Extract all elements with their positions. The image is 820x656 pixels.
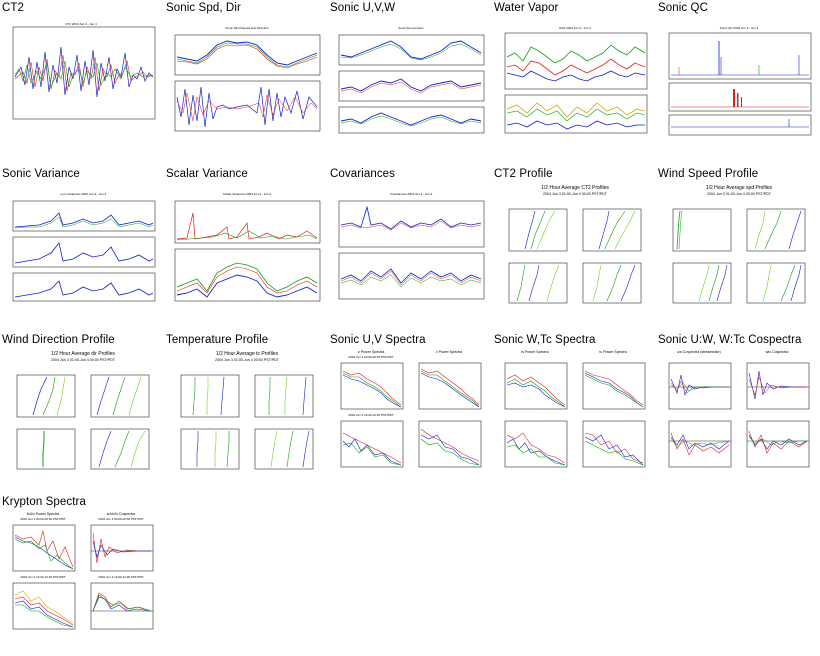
- caption-u-spectra: u Power Spectra: [358, 350, 385, 354]
- panel-title[interactable]: Sonic W,Tc Spectra: [494, 334, 596, 346]
- svg-text:Scalar Variances 2004 Jun 3 -: Scalar Variances 2004 Jun 3 - Jun 4: [223, 192, 271, 196]
- panel-title[interactable]: Sonic QC: [658, 2, 709, 14]
- svg-text:Covariances 2004 Jun 3 - Jun 4: Covariances 2004 Jun 3 - Jun 4: [390, 192, 433, 196]
- panel-covariances[interactable]: Covariances Covariances 2004 Jun 3 - Jun…: [328, 166, 488, 326]
- panel-water-vapor[interactable]: Water Vapor H2O 2004 Jun 3 - Jun 4: [492, 0, 652, 160]
- caption-time-day-2: 2004 Jun 3 12:00-12:30 PST/PDT: [98, 575, 143, 579]
- sonic-uvw-plot: Sonic Anemometer: [338, 26, 485, 134]
- caption-time-night-2: 2004 Jun 3 00:00-00:30 PST/PDT: [98, 517, 143, 521]
- panel-title[interactable]: Scalar Variance: [166, 168, 248, 180]
- sonic-variance-plot-thumbnail[interactable]: u,v,w Variances 2004 Jun 3 - Jun 4: [3, 183, 158, 313]
- caption-line-1: 1/2 Hour Average CT2 Profiles: [541, 185, 609, 191]
- scalar-variance-plot-thumbnail[interactable]: Scalar Variances 2004 Jun 3 - Jun 4: [167, 183, 322, 313]
- caption-w-spectra: w Power Spectra: [521, 350, 548, 354]
- caption-uw-cospectra: uw Cospectra (streamwise): [677, 350, 721, 354]
- caption-time-day: 2004 Jun 3 12:00-12:30 PST/PDT: [20, 575, 65, 579]
- panel-sonic-cospectra[interactable]: Sonic U:W, W:Tc Cospectra uw Cospectra (…: [656, 332, 816, 492]
- ct2-plot-thumbnail[interactable]: CT2 2004 Jun 3 - Jun 4: [3, 17, 158, 147]
- panel-title[interactable]: Sonic Variance: [2, 168, 80, 180]
- panel-wind-speed-profile[interactable]: Wind Speed Profile 1/2 Hour Average spd …: [656, 166, 816, 326]
- krypton-spectra-plot: kh2o Power Spectra w,kh2o Cospectra 2004…: [12, 512, 154, 630]
- caption-line-1: 1/2 Hour Average dir Profiles: [51, 351, 115, 357]
- panel-title[interactable]: Wind Speed Profile: [658, 168, 759, 180]
- sonic-qc-plot-thumbnail[interactable]: Sonic QC 2004 Jun 3 - Jun 4: [659, 17, 814, 147]
- panel-sonic-uv-spectra[interactable]: Sonic U,V Spectra u Power Spectra v Powe…: [328, 332, 488, 492]
- caption-line-2: 2004 Jun 3 01:00-Jun 4 00:00 PST/PDT: [51, 358, 116, 362]
- water-vapor-plot: H2O 2004 Jun 3 - Jun 4: [504, 26, 648, 134]
- sonic-qc-plot: Sonic QC 2004 Jun 3 - Jun 4: [668, 26, 812, 136]
- caption-time-day: 2004 Jun 3 12:00-12:30 PST/PDT: [348, 413, 393, 417]
- caption-line-1: 1/2 Hour Average spd Profiles: [706, 185, 773, 191]
- panel-title[interactable]: Sonic Spd, Dir: [166, 2, 241, 14]
- panel-title[interactable]: Water Vapor: [494, 2, 559, 14]
- panel-title[interactable]: Krypton Spectra: [2, 496, 86, 508]
- caption-wtc-cospectra: wtc Cospectra: [766, 350, 789, 354]
- caption-line-1: 1/2 Hour Average tc Profiles: [216, 351, 279, 357]
- panel-sonic-variance[interactable]: Sonic Variance u,v,w Variances 2004 Jun …: [0, 166, 160, 326]
- sonic-cospectra-plot-thumbnail[interactable]: uw Cospectra (streamwise) wtc Cospectra: [659, 349, 814, 479]
- temperature-profile-plot: 1/2 Hour Average tc Profiles 2004 Jun 3 …: [180, 351, 314, 470]
- sonic-variance-plot: u,v,w Variances 2004 Jun 3 - Jun 4: [12, 192, 156, 302]
- sonic-uv-spectra-plot-thumbnail[interactable]: u Power Spectra v Power Spectra 2004 Jun…: [331, 349, 486, 479]
- panel-title[interactable]: Temperature Profile: [166, 334, 269, 346]
- caption-time-night: 2004 Jun 3 00:00-00:30 PST/PDT: [348, 355, 393, 359]
- panel-sonic-uvw[interactable]: Sonic U,V,W Sonic Anemometer: [328, 0, 488, 160]
- sonic-spd-dir-plot: Sonic Wind Speed and Direction: [174, 26, 321, 132]
- svg-text:Sonic Wind Speed and Direction: Sonic Wind Speed and Direction: [225, 26, 269, 30]
- sonic-spd-dir-plot-thumbnail[interactable]: Sonic Wind Speed and Direction: [167, 17, 322, 147]
- panel-sonic-qc[interactable]: Sonic QC Sonic QC 2004 Jun 3 - Jun 4: [656, 0, 816, 160]
- ct2-time-series: CT2 2004 Jun 3 - Jun 4: [12, 22, 156, 120]
- panel-scalar-variance[interactable]: Scalar Variance Scalar Variances 2004 Ju…: [164, 166, 324, 326]
- panel-temperature-profile[interactable]: Temperature Profile 1/2 Hour Average tc …: [164, 332, 324, 492]
- sonic-cospectra-plot: uw Cospectra (streamwise) wtc Cospectra: [668, 350, 810, 468]
- panel-sonic-spd-dir[interactable]: Sonic Spd, Dir Sonic Wind Speed and Dire…: [164, 0, 324, 160]
- wind-speed-profile-plot: 1/2 Hour Average spd Profiles 2004 Jun 3…: [672, 185, 806, 304]
- temperature-profile-plot-thumbnail[interactable]: 1/2 Hour Average tc Profiles 2004 Jun 3 …: [167, 349, 322, 479]
- panel-title[interactable]: CT2 Profile: [494, 168, 553, 180]
- panel-title[interactable]: Covariances: [330, 168, 396, 180]
- sonic-wtc-spectra-plot: w Power Spectra tc Power Spectra: [504, 350, 646, 468]
- panel-title[interactable]: Wind Direction Profile: [2, 334, 115, 346]
- panel-title[interactable]: Sonic U,V,W: [330, 2, 396, 14]
- wind-direction-profile-plot: 1/2 Hour Average dir Profiles 2004 Jun 3…: [16, 351, 150, 470]
- caption-v-spectra: v Power Spectra: [436, 350, 462, 354]
- sonic-uv-spectra-plot: u Power Spectra v Power Spectra 2004 Jun…: [340, 350, 482, 468]
- caption-kh2o-spectra: kh2o Power Spectra: [27, 512, 59, 516]
- panel-ct2-profile[interactable]: CT2 Profile 1/2 Hour Average CT2 Profile…: [492, 166, 652, 326]
- wind-direction-profile-plot-thumbnail[interactable]: 1/2 Hour Average dir Profiles 2004 Jun 3…: [3, 349, 158, 479]
- covariances-plot-thumbnail[interactable]: Covariances 2004 Jun 3 - Jun 4: [331, 183, 486, 313]
- panel-krypton-spectra[interactable]: Krypton Spectra kh2o Power Spectra w,kh2…: [0, 494, 160, 654]
- scalar-variance-plot: Scalar Variances 2004 Jun 3 - Jun 4: [174, 192, 321, 302]
- caption-time-night: 2004 Jun 3 00:00-00:30 PST/PDT: [20, 517, 65, 521]
- panel-title[interactable]: Sonic U:W, W:Tc Cospectra: [658, 334, 802, 346]
- panel-ct2[interactable]: CT2 CT2 2004 Jun 3 - Jun 4: [0, 0, 160, 160]
- sonic-uvw-plot-thumbnail[interactable]: Sonic Anemometer: [331, 17, 486, 147]
- krypton-spectra-plot-thumbnail[interactable]: kh2o Power Spectra w,kh2o Cospectra 2004…: [3, 511, 158, 641]
- svg-text:Sonic QC 2004 Jun 3 - Jun 4: Sonic QC 2004 Jun 3 - Jun 4: [720, 26, 759, 30]
- ct2-profile-plot-thumbnail[interactable]: 1/2 Hour Average CT2 Profiles 2004 Jun 3…: [495, 183, 650, 313]
- caption-tc-spectra: tc Power Spectra: [599, 350, 626, 354]
- panel-sonic-wtc-spectra[interactable]: Sonic W,Tc Spectra w Power Spectra tc Po…: [492, 332, 652, 492]
- caption-wkh2o-cospectra: w,kh2o Cospectra: [107, 512, 136, 516]
- svg-text:u,v,w Variances 2004 Jun 3 - J: u,v,w Variances 2004 Jun 3 - Jun 4: [60, 192, 107, 196]
- panel-title[interactable]: CT2: [2, 2, 25, 14]
- water-vapor-plot-thumbnail[interactable]: H2O 2004 Jun 3 - Jun 4: [495, 17, 650, 147]
- svg-text:CT2 2004 Jun 3 - Jun 4: CT2 2004 Jun 3 - Jun 4: [65, 22, 97, 26]
- covariances-plot: Covariances 2004 Jun 3 - Jun 4: [338, 192, 485, 300]
- panel-wind-direction-profile[interactable]: Wind Direction Profile 1/2 Hour Average …: [0, 332, 160, 492]
- sonic-wtc-spectra-plot-thumbnail[interactable]: w Power Spectra tc Power Spectra: [495, 349, 650, 479]
- caption-line-2: 2004 Jun 3 01:00-Jun 4 00:00 PST/PDT: [543, 192, 608, 196]
- svg-text:Sonic Anemometer: Sonic Anemometer: [398, 26, 423, 30]
- caption-line-2: 2004 Jun 3 01:00-Jun 4 00:00 PST/PDT: [215, 358, 280, 362]
- wind-speed-profile-plot-thumbnail[interactable]: 1/2 Hour Average spd Profiles 2004 Jun 3…: [659, 183, 814, 313]
- svg-text:H2O 2004 Jun 3 - Jun 4: H2O 2004 Jun 3 - Jun 4: [559, 26, 591, 30]
- panel-title[interactable]: Sonic U,V Spectra: [330, 334, 426, 346]
- ct2-profile-plot: 1/2 Hour Average CT2 Profiles 2004 Jun 3…: [508, 185, 642, 304]
- caption-line-2: 2004 Jun 3 01:00-Jun 4 00:00 PST/PDT: [707, 192, 772, 196]
